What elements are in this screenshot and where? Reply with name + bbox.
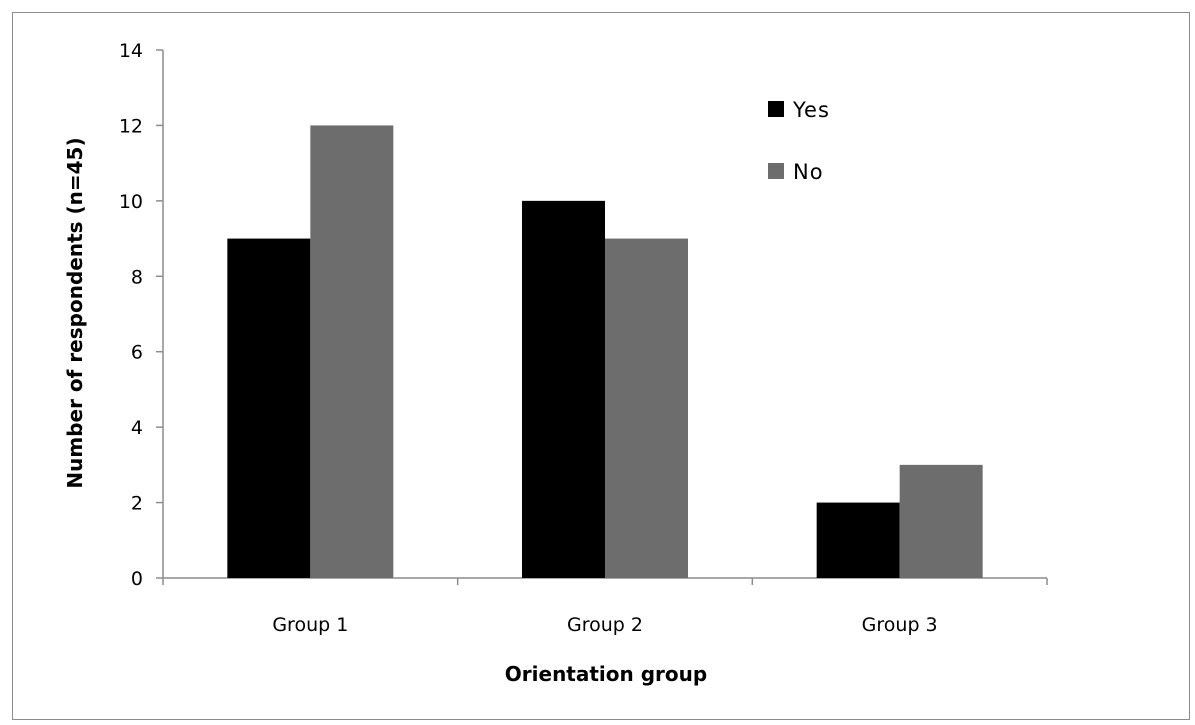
bars	[227, 125, 983, 579]
y-tick-label: 6	[131, 342, 143, 364]
legend-swatch-no	[768, 163, 784, 179]
bar-yes-1	[227, 238, 311, 579]
y-tick-label: 8	[131, 266, 143, 288]
y-axis: 0 2 4 6 8 10 12 14	[119, 40, 164, 590]
legend-label-no: No	[793, 160, 824, 184]
y-axis-title: Number of respondents (n=45)	[63, 137, 87, 488]
bar-no-3	[899, 464, 983, 578]
x-category-label: Group 1	[272, 614, 348, 636]
bar-no-1	[310, 125, 394, 578]
y-tick-label: 12	[119, 115, 143, 137]
bar-yes-2	[522, 200, 605, 578]
legend: Yes No	[768, 98, 830, 184]
y-tick-label: 2	[131, 493, 143, 515]
x-axis-title: Orientation group	[505, 662, 707, 686]
x-category-label: Group 3	[862, 614, 938, 636]
bar-yes-3	[816, 502, 900, 578]
x-category-label: Group 2	[567, 614, 643, 636]
y-tick-label: 14	[119, 40, 143, 62]
bar-no-2	[605, 238, 688, 579]
y-tick-label: 4	[131, 417, 143, 439]
legend-swatch-yes	[768, 101, 784, 117]
x-axis: Group 1 Group 2 Group 3	[162, 577, 1048, 636]
y-tick-label: 10	[119, 191, 143, 213]
legend-label-yes: Yes	[792, 98, 830, 122]
y-tick-label: 0	[131, 568, 143, 590]
